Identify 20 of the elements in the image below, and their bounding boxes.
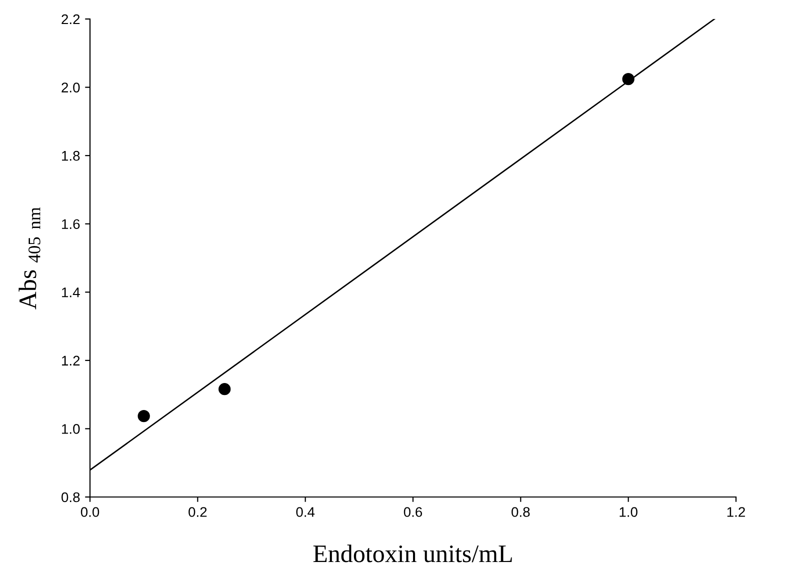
x-tick-label: 1.2 [727,507,745,517]
x-tick-label: 0.6 [404,507,422,517]
y-tick-label: 2.0 [62,82,80,92]
y-tick-label: 2.2 [62,14,80,24]
y-tick-label: 1.2 [62,356,80,366]
x-tick-label: 0.2 [188,507,207,517]
y-tick-label: 1.8 [62,150,80,161]
y-tick-label: 0.8 [62,492,80,502]
x-tick-label: 0.0 [80,507,100,517]
x-tick-label: 0.8 [512,507,530,517]
x-tick-label: 1.0 [620,507,638,517]
x-axis-title: Endotoxin units/mL [313,544,512,562]
y-tick-label: 1.6 [62,219,80,230]
y-axis-title: Abs $_{405 nm}$ [18,207,40,310]
y-tick-label: 1.0 [62,424,80,434]
point [218,383,231,396]
point [138,410,150,422]
point [622,73,634,86]
x-tick-label: 0.4 [296,507,315,517]
y-tick-label: 1.4 [62,288,80,298]
